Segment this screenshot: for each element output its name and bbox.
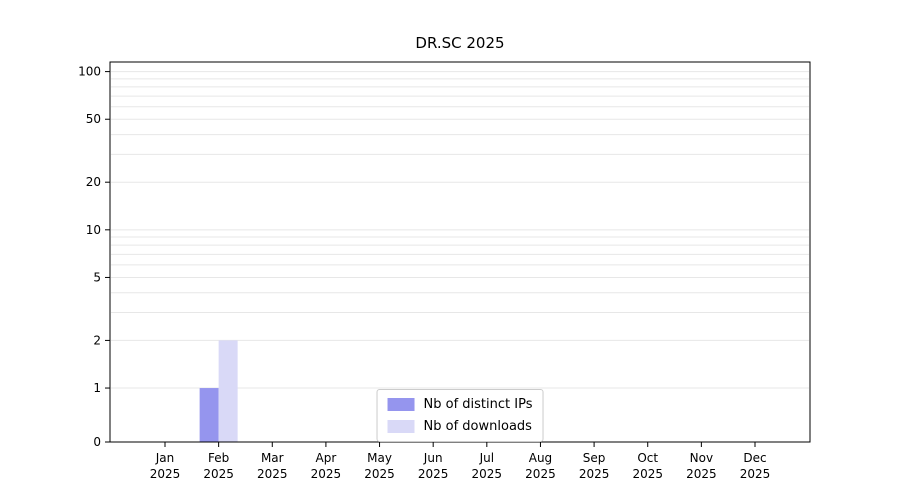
x-tick-label-year: 2025: [686, 467, 717, 481]
x-tick-label-month: May: [367, 451, 392, 465]
legend-label-downloads: Nb of downloads: [423, 419, 532, 434]
legend-swatch-distinct-ips: [387, 398, 415, 411]
y-tick-label: 0: [93, 435, 101, 449]
x-tick-label-month: Nov: [690, 451, 713, 465]
plot-border: [109, 61, 811, 443]
bar-nb-of-distinct-ips: [199, 388, 219, 442]
x-tick-label-year: 2025: [579, 467, 610, 481]
x-tick-label-month: Aug: [529, 451, 552, 465]
y-tick-label: 10: [86, 223, 101, 237]
x-tick-label-month: Sep: [583, 451, 606, 465]
y-tick-label: 20: [86, 175, 101, 189]
legend-item-distinct-ips: Nb of distinct IPs: [387, 397, 533, 412]
x-tick-label-month: Dec: [743, 451, 766, 465]
legend-item-downloads: Nb of downloads: [387, 419, 533, 434]
legend: Nb of distinct IPs Nb of downloads: [376, 389, 544, 442]
x-tick-label-year: 2025: [203, 467, 234, 481]
bar-nb-of-downloads: [218, 340, 238, 442]
legend-label-distinct-ips: Nb of distinct IPs: [423, 397, 533, 412]
x-tick-label-year: 2025: [472, 467, 503, 481]
x-tick-label-month: Mar: [261, 451, 284, 465]
x-tick-label-month: Oct: [637, 451, 658, 465]
x-tick-label-year: 2025: [311, 467, 342, 481]
x-tick-label-year: 2025: [525, 467, 556, 481]
x-tick-label-year: 2025: [150, 467, 181, 481]
x-tick-label-month: Jun: [423, 451, 443, 465]
x-tick-label-month: Feb: [208, 451, 229, 465]
chart-title: DR.SC 2025: [415, 34, 505, 52]
x-tick-label-month: Jul: [479, 451, 494, 465]
x-tick-label-year: 2025: [632, 467, 663, 481]
x-tick-label-month: Jan: [155, 451, 175, 465]
legend-swatch-downloads: [387, 420, 415, 433]
x-tick-label-year: 2025: [418, 467, 449, 481]
y-tick-label: 50: [86, 112, 101, 126]
x-tick-label-year: 2025: [740, 467, 771, 481]
y-tick-label: 2: [93, 333, 101, 347]
y-tick-label: 1: [93, 381, 101, 395]
y-tick-label: 5: [93, 270, 101, 284]
x-tick-label-year: 2025: [257, 467, 288, 481]
x-tick-label-month: Apr: [316, 451, 337, 465]
y-tick-label: 100: [78, 65, 101, 79]
x-tick-label-year: 2025: [364, 467, 395, 481]
